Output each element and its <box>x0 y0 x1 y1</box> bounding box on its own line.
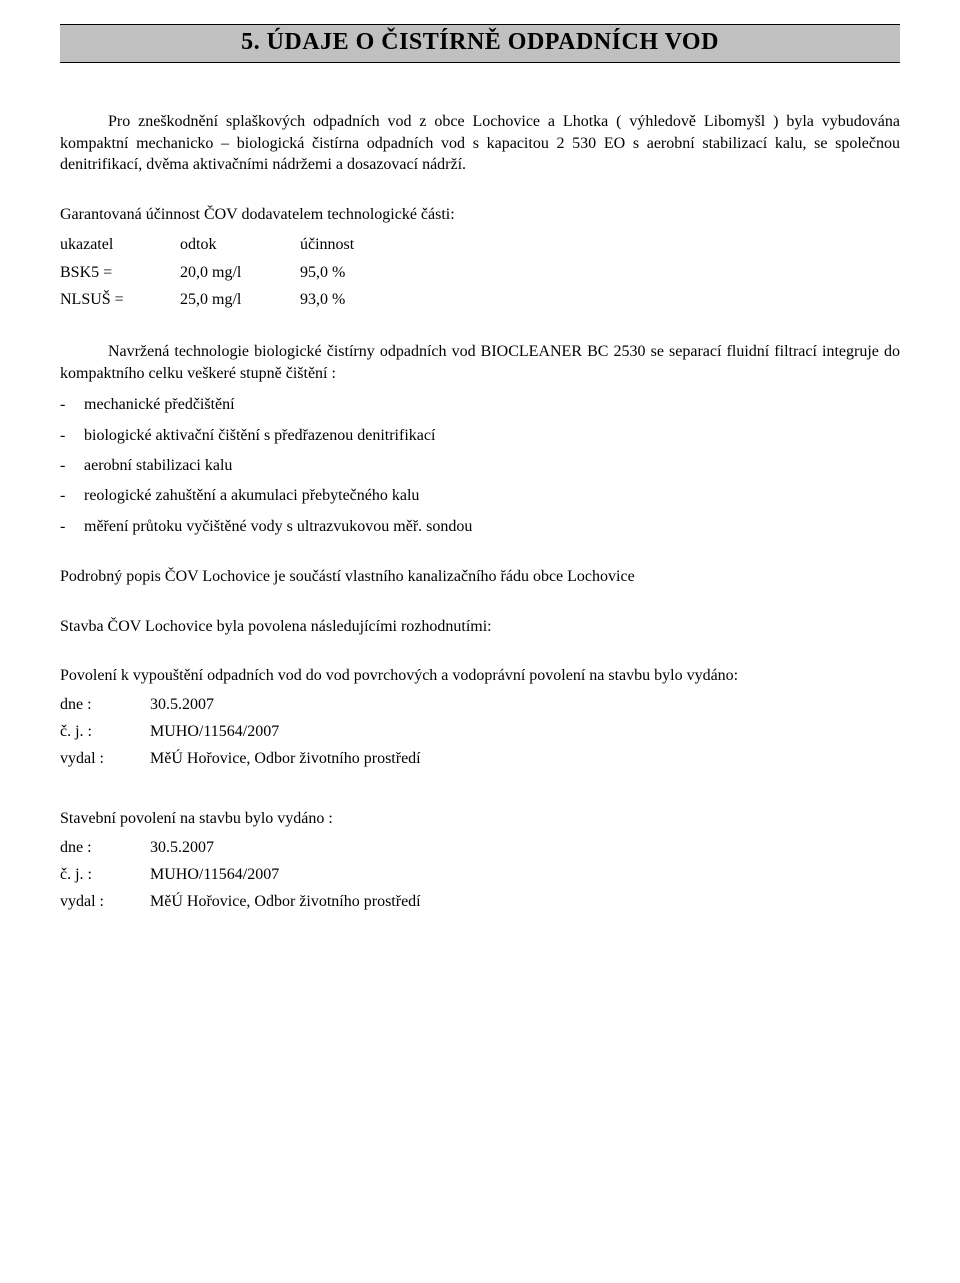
def-value: 30.5.2007 <box>150 834 214 861</box>
list-item: - biologické aktivační čištění s předřaz… <box>60 421 900 451</box>
dash-icon: - <box>60 421 84 451</box>
efficiency-table: Garantovaná účinnost ČOV dodavatelem tec… <box>60 204 900 313</box>
table-row-header: ukazatel odtok účinnost <box>60 231 900 258</box>
paragraph-tech: Navržená technologie biologické čistírny… <box>60 341 900 384</box>
list-item-text: mechanické předčištění <box>84 390 235 420</box>
permit-block-2: Stavební povolení na stavbu bylo vydáno … <box>60 808 900 915</box>
def-label: č. j. : <box>60 718 150 745</box>
dash-icon: - <box>60 481 84 511</box>
def-label: dne : <box>60 691 150 718</box>
paragraph-stavba: Stavba ČOV Lochovice byla povolena násle… <box>60 616 900 638</box>
permit1-heading: Povolení k vypouštění odpadních vod do v… <box>60 665 900 687</box>
def-value: MěÚ Hořovice, Odbor životního prostředí <box>150 888 421 915</box>
def-row: č. j. : MUHO/11564/2007 <box>60 718 900 745</box>
paragraph-popis: Podrobný popis ČOV Lochovice je součástí… <box>60 566 900 588</box>
def-label: č. j. : <box>60 861 150 888</box>
section-header: 5. ÚDAJE O ČISTÍRNĚ ODPADNÍCH VOD <box>60 24 900 63</box>
cell-odtok: 25,0 mg/l <box>180 286 300 313</box>
cell-ukazatel: BSK5 = <box>60 259 180 286</box>
cell-ucinnost: 93,0 % <box>300 286 420 313</box>
def-row: dne : 30.5.2007 <box>60 834 900 861</box>
dash-icon: - <box>60 451 84 481</box>
list-item-text: reologické zahuštění a akumulaci přebyte… <box>84 481 419 511</box>
list-item-text: měření průtoku vyčištěné vody s ultrazvu… <box>84 512 472 542</box>
def-label: vydal : <box>60 745 150 772</box>
cell-odtok: 20,0 mg/l <box>180 259 300 286</box>
def-value: 30.5.2007 <box>150 691 214 718</box>
cell-ukazatel: NLSUŠ = <box>60 286 180 313</box>
list-item: - měření průtoku vyčištěné vody s ultraz… <box>60 512 900 542</box>
section-title: 5. ÚDAJE O ČISTÍRNĚ ODPADNÍCH VOD <box>241 29 719 55</box>
table-row: NLSUŠ = 25,0 mg/l 93,0 % <box>60 286 900 313</box>
table-caption: Garantovaná účinnost ČOV dodavatelem tec… <box>60 204 900 226</box>
cell-ucinnost: 95,0 % <box>300 259 420 286</box>
def-value: MUHO/11564/2007 <box>150 718 279 745</box>
def-value: MUHO/11564/2007 <box>150 861 279 888</box>
table-row: BSK5 = 20,0 mg/l 95,0 % <box>60 259 900 286</box>
list-item-text: aerobní stabilizaci kalu <box>84 451 232 481</box>
dash-icon: - <box>60 512 84 542</box>
dash-icon: - <box>60 390 84 420</box>
header-ucinnost: účinnost <box>300 231 420 258</box>
list-item: - aerobní stabilizaci kalu <box>60 451 900 481</box>
def-value: MěÚ Hořovice, Odbor životního prostředí <box>150 745 421 772</box>
permit-block-1: Povolení k vypouštění odpadních vod do v… <box>60 665 900 772</box>
page: 5. ÚDAJE O ČISTÍRNĚ ODPADNÍCH VOD Pro zn… <box>0 0 960 980</box>
def-row: č. j. : MUHO/11564/2007 <box>60 861 900 888</box>
def-row: dne : 30.5.2007 <box>60 691 900 718</box>
permit2-heading: Stavební povolení na stavbu bylo vydáno … <box>60 808 900 830</box>
list-item: - mechanické předčištění <box>60 390 900 420</box>
header-odtok: odtok <box>180 231 300 258</box>
paragraph-intro: Pro zneškodnění splaškových odpadních vo… <box>60 111 900 176</box>
def-label: dne : <box>60 834 150 861</box>
bullet-list: - mechanické předčištění - biologické ak… <box>60 390 900 542</box>
header-ukazatel: ukazatel <box>60 231 180 258</box>
def-row: vydal : MěÚ Hořovice, Odbor životního pr… <box>60 745 900 772</box>
def-row: vydal : MěÚ Hořovice, Odbor životního pr… <box>60 888 900 915</box>
list-item-text: biologické aktivační čištění s předřazen… <box>84 421 435 451</box>
list-item: - reologické zahuštění a akumulaci přeby… <box>60 481 900 511</box>
def-label: vydal : <box>60 888 150 915</box>
